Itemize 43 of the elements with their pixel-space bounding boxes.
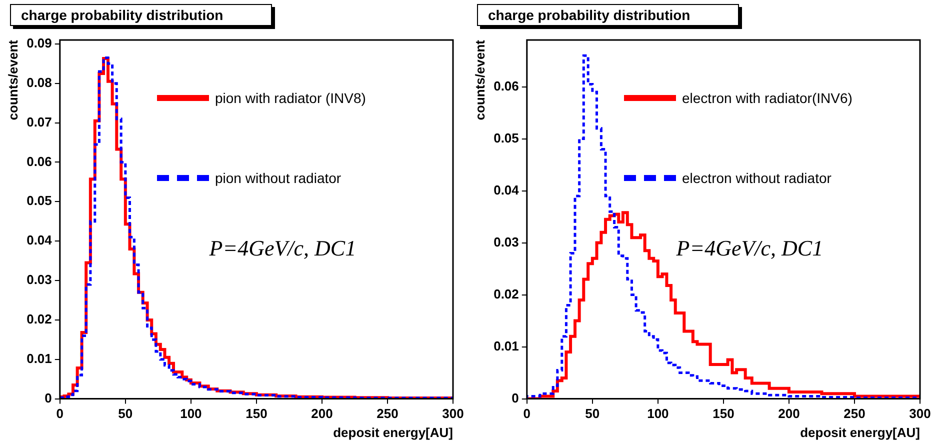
legend-label: pion without radiator <box>215 170 342 186</box>
y-axis-title: counts/event <box>472 39 488 120</box>
x-tick-label: 150 <box>246 406 268 422</box>
y-tick-label: 0.02 <box>494 286 519 302</box>
y-tick-label: 0.06 <box>494 78 519 94</box>
y-tick-label: 0.03 <box>494 234 519 250</box>
y-tick-label: 0.02 <box>26 312 52 327</box>
x-tick-label: 250 <box>844 406 866 422</box>
x-tick-label: 50 <box>118 406 133 422</box>
y-tick-label: 0 <box>512 390 519 406</box>
y-tick-label: 0.08 <box>26 74 52 90</box>
x-tick-label: 200 <box>311 406 333 422</box>
y-tick-label: 0.03 <box>26 272 52 288</box>
y-tick-label: 0.05 <box>494 130 519 146</box>
x-tick-label: 0 <box>56 406 64 422</box>
x-tick-label: 200 <box>778 406 800 422</box>
y-tick-label: 0.01 <box>494 338 519 354</box>
x-tick-label: 0 <box>523 406 531 422</box>
chart-title: charge probability distribution <box>10 4 272 26</box>
y-tick-label: 0.04 <box>494 182 520 198</box>
legend-label: electron without radiator <box>682 170 832 186</box>
chart-title: charge probability distribution <box>477 4 739 26</box>
y-tick-label: 0.07 <box>26 114 52 130</box>
x-tick-label: 300 <box>442 406 464 422</box>
x-axis-title: deposit energy[AU] <box>800 424 920 440</box>
x-tick-label: 150 <box>712 406 734 422</box>
legend-label: pion with radiator (INV8) <box>215 90 366 106</box>
x-tick-label: 250 <box>376 406 398 422</box>
x-tick-label: 300 <box>909 406 931 422</box>
x-tick-label: 50 <box>585 406 600 422</box>
y-tick-label: 0.06 <box>26 154 52 169</box>
x-tick-label: 100 <box>647 406 669 422</box>
y-tick-label: 0.01 <box>26 350 52 366</box>
annotation: P=4GeV/c, DC1 <box>675 235 824 260</box>
y-tick-label: 0 <box>44 390 52 406</box>
x-tick-label: 100 <box>180 406 202 422</box>
y-tick-label: 0.09 <box>26 36 52 51</box>
annotation: P=4GeV/c, DC1 <box>208 235 356 260</box>
x-axis-title: deposit energy[AU] <box>333 424 453 440</box>
legend-label: electron with radiator(INV6) <box>682 90 852 106</box>
y-axis-title: counts/event <box>5 39 20 120</box>
y-tick-label: 0.04 <box>26 232 53 248</box>
y-tick-label: 0.05 <box>26 193 52 208</box>
